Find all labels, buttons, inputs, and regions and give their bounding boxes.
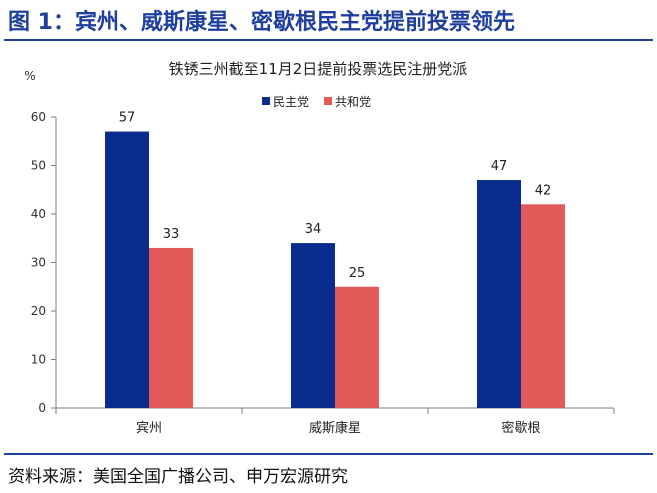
legend-swatch: [262, 97, 270, 105]
y-tick-label: 0: [38, 401, 46, 415]
y-axis-unit: %: [24, 69, 35, 83]
legend: 民主党 共和党: [262, 94, 371, 109]
chart-title: 铁锈三州截至11月2日提前投票选民注册党派: [169, 60, 468, 78]
data-label: 47: [491, 159, 508, 174]
title-rule: [4, 39, 653, 41]
bar-democrat: [105, 131, 149, 409]
figure-title: 图 1：宾州、威斯康星、密歇根民主党提前投票领先: [8, 10, 515, 35]
data-label: 25: [349, 266, 366, 281]
bars: [105, 131, 565, 409]
x-tick-label: 威斯康星: [309, 420, 361, 436]
y-tick-label: 60: [31, 110, 46, 124]
bar-republican: [521, 204, 565, 408]
bar-republican: [335, 286, 379, 408]
y-tick-label: 20: [31, 304, 46, 318]
legend-label: 共和党: [335, 94, 371, 109]
bar-democrat: [291, 243, 335, 408]
data-label: 42: [535, 183, 552, 198]
data-label: 34: [305, 222, 322, 237]
data-label: 33: [163, 227, 180, 242]
x-tick-label: 宾州: [136, 420, 162, 436]
y-tick-label: 50: [31, 159, 46, 173]
bar-democrat: [477, 180, 521, 408]
bar-chart: 铁锈三州截至11月2日提前投票选民注册党派 % 民主党 共和党 0 10 20 30 40…: [24, 60, 615, 436]
source-rule: [4, 453, 653, 455]
data-labels: 57 33 34 25 47 42: [119, 111, 552, 281]
axes: 0 10 20 30 40 50 60 宾州 威斯康星 密歇根: [31, 110, 615, 436]
bar-republican: [149, 247, 193, 408]
y-tick-label: 30: [31, 256, 46, 270]
legend-swatch: [324, 97, 332, 105]
y-tick-label: 10: [31, 353, 46, 367]
legend-label: 民主党: [273, 94, 309, 109]
y-tick-label: 40: [31, 207, 46, 221]
source-note: 资料来源：美国全国广播公司、申万宏源研究: [8, 467, 348, 487]
x-tick-label: 密歇根: [501, 420, 540, 436]
data-label: 57: [119, 111, 136, 126]
